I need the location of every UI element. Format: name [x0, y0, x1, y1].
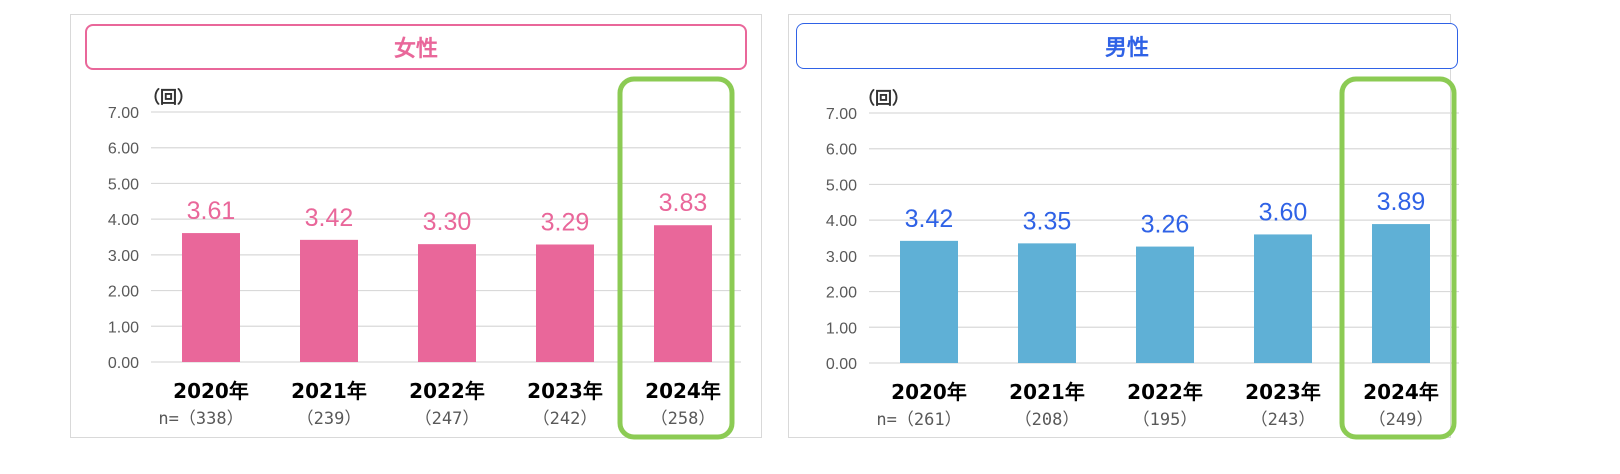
female-bar: [418, 244, 476, 362]
male-y-tick-label: 2.00: [826, 285, 857, 302]
female-bar: [654, 225, 712, 362]
male-y-tick-label: 6.00: [826, 142, 857, 159]
male-bar: [1372, 224, 1430, 363]
female-bar: [536, 244, 594, 362]
female-y-tick-label: 4.00: [108, 212, 139, 229]
male-highlight-frame: [1339, 76, 1457, 440]
female-y-tick-label: 7.00: [108, 105, 139, 122]
female-unit-label: （回）: [143, 88, 194, 108]
female-bar: [300, 239, 358, 362]
female-category-label: 2020年: [173, 379, 249, 403]
male-unit-label: （回）: [858, 89, 909, 109]
male-category-label: 2021年: [1009, 380, 1085, 404]
male-bar: [1136, 246, 1194, 363]
male-y-tick-label: 5.00: [826, 177, 857, 194]
female-sample-size-label: （258）: [651, 409, 716, 429]
male-sample-size-label: n=（261）: [876, 410, 961, 430]
male-value-label: 3.35: [1023, 207, 1072, 235]
female-category-label: 2022年: [409, 379, 485, 403]
female-sample-size-label: （247）: [415, 409, 480, 429]
female-bar: [182, 233, 240, 362]
male-category-label: 2020年: [891, 380, 967, 404]
male-value-label: 3.89: [1377, 188, 1426, 216]
female-y-tick-label: 0.00: [108, 355, 139, 372]
male-sample-size-label: （195）: [1133, 410, 1198, 430]
female-y-tick-label: 5.00: [108, 176, 139, 193]
male-y-tick-label: 0.00: [826, 356, 857, 373]
male-y-tick-label: 4.00: [826, 213, 857, 230]
male-sample-size-label: （243）: [1251, 410, 1316, 430]
female-category-label: 2023年: [527, 379, 603, 403]
female-chart-title: 女性: [85, 24, 747, 70]
male-value-label: 3.26: [1141, 211, 1190, 239]
male-bar: [900, 240, 958, 363]
female-sample-size-label: （242）: [533, 409, 598, 429]
female-y-tick-label: 1.00: [108, 319, 139, 336]
female-sample-size-label: （239）: [297, 409, 362, 429]
male-y-tick-label: 3.00: [826, 249, 857, 266]
male-value-label: 3.60: [1259, 198, 1308, 226]
male-y-tick-label: 1.00: [826, 320, 857, 337]
male-y-tick-label: 7.00: [826, 106, 857, 123]
female-value-label: 3.61: [187, 197, 236, 225]
male-chart-panel: 男性 （回） 0.00 1.00 2.00 3.00 4.00 5.00 6.00 7.00 3…: [788, 14, 1459, 440]
female-category-label: 2021年: [291, 379, 367, 403]
female-value-label: 3.30: [423, 208, 472, 236]
male-chart-title: 男性: [796, 23, 1458, 69]
female-value-label: 3.83: [659, 189, 708, 217]
female-highlight-frame: [617, 76, 735, 440]
female-sample-size-label: n=（338）: [158, 409, 243, 429]
male-bar: [1018, 243, 1076, 363]
female-y-tick-label: 3.00: [108, 248, 139, 265]
male-category-label: 2022年: [1127, 380, 1203, 404]
male-value-label: 3.42: [905, 205, 954, 233]
female-category-label: 2024年: [645, 379, 721, 403]
male-category-label: 2024年: [1363, 380, 1439, 404]
female-value-label: 3.42: [305, 204, 354, 232]
female-bar-chart: 0.00 1.00 2.00 3.00 4.00 5.00 6.00 7.00 3.61 2020…: [108, 76, 741, 440]
female-y-tick-label: 6.00: [108, 141, 139, 158]
male-category-label: 2023年: [1245, 380, 1321, 404]
male-sample-size-label: （208）: [1015, 410, 1080, 430]
male-bar-chart: 0.00 1.00 2.00 3.00 4.00 5.00 6.00 7.00 3.42 2020…: [826, 76, 1459, 440]
female-value-label: 3.29: [541, 209, 590, 237]
male-sample-size-label: （249）: [1369, 410, 1434, 430]
female-y-tick-label: 2.00: [108, 284, 139, 301]
male-bar: [1254, 234, 1312, 363]
female-chart-panel: 女性 （回） 0.00 1.00 2.00 3.00 4.00 5.00 6.00 7.00 3…: [70, 14, 762, 440]
